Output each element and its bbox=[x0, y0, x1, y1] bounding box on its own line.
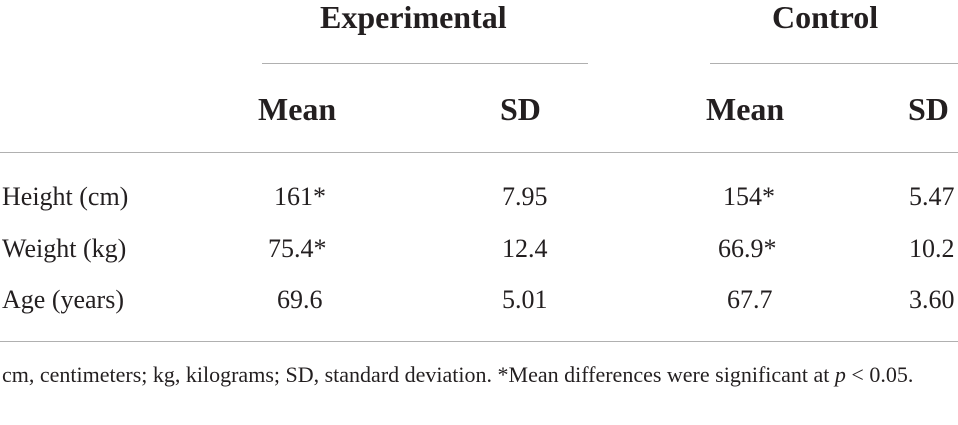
cell-age-ctrl-mean: 67.7 bbox=[727, 285, 773, 314]
cell-height-ctrl-sd: 5.47 bbox=[909, 182, 955, 211]
cell-age-exp-mean: 69.6 bbox=[277, 285, 323, 314]
group-header-experimental: Experimental bbox=[320, 0, 507, 35]
table-bottom-rule bbox=[0, 341, 958, 342]
row-label-age: Age (years) bbox=[2, 285, 124, 314]
column-header-control-sd: SD bbox=[908, 91, 949, 127]
footnote-p-variable: p bbox=[834, 362, 846, 387]
header-rule bbox=[0, 152, 958, 153]
cell-age-exp-sd: 5.01 bbox=[502, 285, 548, 314]
group-header-control: Control bbox=[772, 0, 879, 35]
cell-weight-exp-mean: 75.4* bbox=[268, 234, 327, 263]
row-label-weight: Weight (kg) bbox=[2, 234, 127, 263]
group-rule-experimental bbox=[262, 63, 588, 64]
cell-height-ctrl-mean: 154* bbox=[723, 182, 775, 211]
cell-weight-ctrl-mean: 66.9* bbox=[718, 234, 777, 263]
cell-height-exp-sd: 7.95 bbox=[502, 182, 548, 211]
column-header-experimental-sd: SD bbox=[500, 91, 541, 127]
cell-weight-ctrl-sd: 10.2 bbox=[909, 234, 955, 263]
cell-height-exp-mean: 161* bbox=[274, 182, 326, 211]
row-label-height: Height (cm) bbox=[2, 182, 129, 211]
column-header-experimental-mean: Mean bbox=[258, 91, 337, 127]
group-rule-control bbox=[710, 63, 958, 64]
table-footnote: cm, centimeters; kg, kilograms; SD, stan… bbox=[2, 358, 929, 391]
cell-weight-exp-sd: 12.4 bbox=[502, 234, 548, 263]
footnote-threshold: < 0.05. bbox=[845, 362, 914, 387]
column-header-control-mean: Mean bbox=[706, 91, 785, 127]
footnote-text: cm, centimeters; kg, kilograms; SD, stan… bbox=[2, 362, 830, 387]
cell-age-ctrl-sd: 3.60 bbox=[909, 285, 955, 314]
